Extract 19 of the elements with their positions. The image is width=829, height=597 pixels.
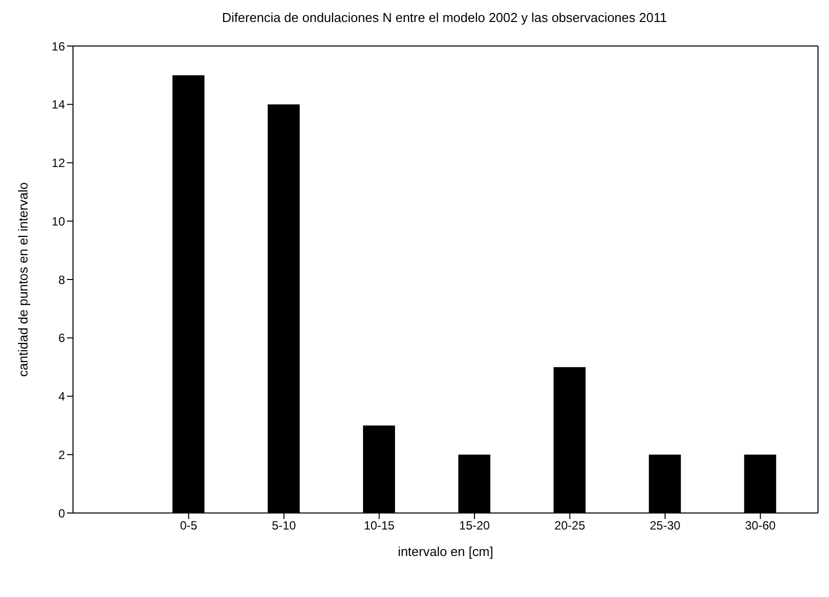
chart-title: Diferencia de ondulaciones N entre el modelo 2002 y las observaciones 2011 xyxy=(221,10,668,25)
x-tick-label: 20-25 xyxy=(554,518,586,533)
y-tick-label: 2 xyxy=(58,448,66,462)
x-axis-title: intervalo en [cm] xyxy=(398,544,494,559)
x-tick-label: 30-60 xyxy=(745,518,776,533)
y-tick-label: 4 xyxy=(58,390,66,404)
y-tick-label: 8 xyxy=(58,272,66,287)
y-tick-label: 16 xyxy=(52,39,66,54)
y-tick-label: 6 xyxy=(58,331,66,346)
x-tick-label: 25-30 xyxy=(650,518,681,533)
y-tick-label: 12 xyxy=(52,156,66,170)
y-axis-title: cantidad de puntos en el intervalo xyxy=(16,182,31,377)
x-tick-label: 15-20 xyxy=(459,518,490,533)
x-tick-label: 0-5 xyxy=(180,518,198,533)
x-tick-label: 5-10 xyxy=(272,518,296,533)
y-tick-label: 14 xyxy=(52,98,66,112)
x-tick-label: 10-15 xyxy=(364,518,395,533)
y-tick-label: 0 xyxy=(58,506,66,520)
y-tick-label: 10 xyxy=(52,214,66,228)
